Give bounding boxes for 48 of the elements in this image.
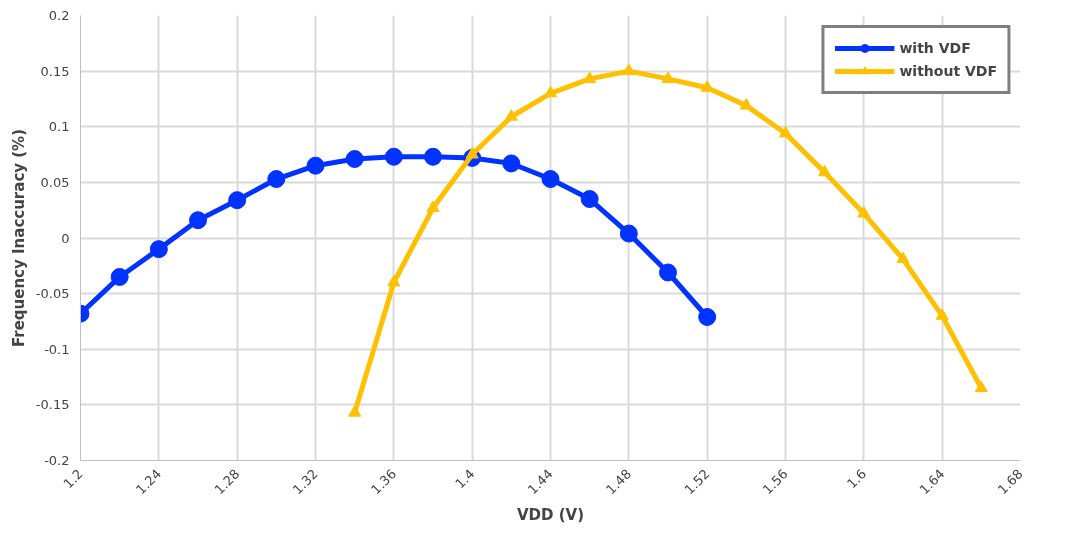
y-tick-label: 0 — [61, 230, 70, 246]
point — [465, 147, 479, 159]
point — [306, 156, 325, 175]
point — [384, 147, 403, 166]
point — [619, 224, 638, 243]
point — [659, 263, 677, 282]
y-tick-label: 0.2 — [48, 8, 70, 23]
y-axis-title: Frequency Inaccuracy (%) — [9, 128, 28, 348]
y-tick-label: -0.15 — [35, 397, 70, 413]
x-tick-label: 1.2 — [60, 466, 86, 492]
point — [502, 154, 521, 173]
point — [580, 190, 599, 209]
point — [110, 267, 129, 286]
point — [228, 191, 247, 210]
point — [149, 240, 168, 259]
legend-label: without VDF — [899, 63, 997, 79]
point — [426, 200, 440, 212]
y-tick-label: 0.05 — [40, 174, 70, 190]
point — [348, 405, 362, 417]
point — [622, 63, 636, 76]
point — [583, 71, 597, 83]
point — [345, 150, 364, 168]
y-tick-label: -0.2 — [44, 453, 70, 468]
point — [387, 275, 401, 287]
point — [818, 164, 832, 177]
point — [541, 170, 560, 189]
point — [739, 98, 753, 110]
point — [267, 170, 286, 189]
legend-label: with VDF — [899, 40, 971, 56]
point — [189, 211, 207, 230]
point — [504, 109, 518, 121]
y-tick-label: 0.1 — [48, 119, 70, 135]
point — [974, 380, 988, 393]
point — [700, 80, 714, 92]
y-tick-label: 0.15 — [40, 63, 70, 79]
point — [424, 147, 442, 166]
x-tick-label: 1.4 — [452, 466, 478, 492]
point — [935, 308, 949, 320]
point — [896, 251, 910, 264]
y-tick-label: -0.05 — [35, 286, 70, 302]
point — [661, 71, 675, 83]
x-axis-title: VDD (V) — [516, 506, 585, 525]
point — [779, 126, 792, 138]
y-tick-label: -0.1 — [44, 341, 70, 357]
point — [698, 308, 717, 326]
x-tick-label: 1.6 — [843, 466, 870, 492]
point — [544, 85, 557, 98]
point — [857, 206, 871, 218]
